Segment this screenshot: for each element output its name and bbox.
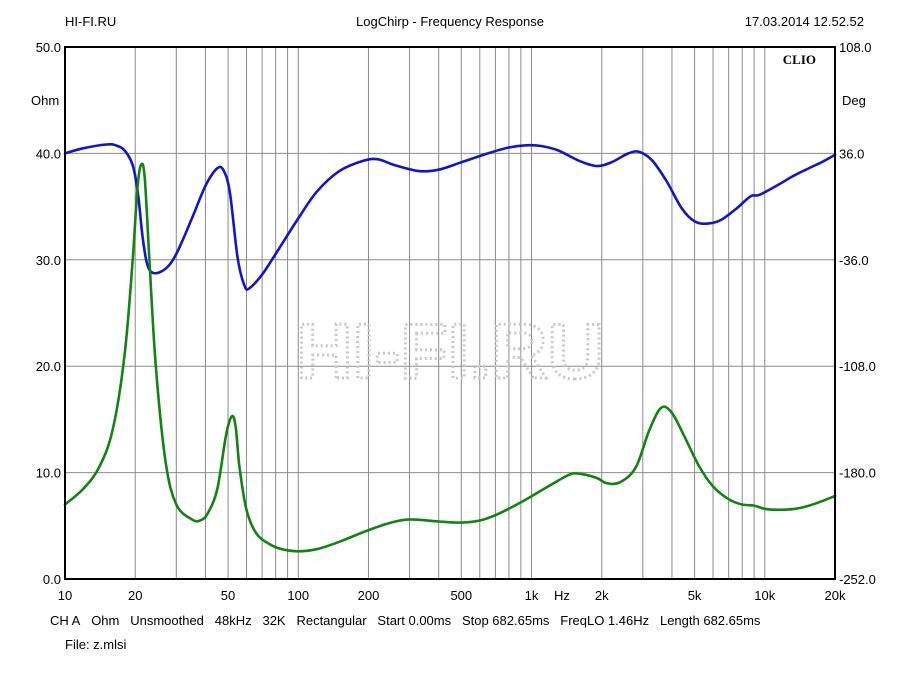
impedance-curve [63, 162, 837, 553]
x-tick-label: 20 [128, 588, 142, 603]
x-tick-label: 10k [754, 588, 775, 603]
x-tick-label: 200 [358, 588, 380, 603]
stop-label: Stop 682.65ms [461, 613, 550, 628]
y2-tick-label: 36.0 [839, 146, 864, 161]
x-tick-label: 2k [595, 588, 609, 603]
size-label: 32K [262, 613, 286, 628]
brand-label: CLIO [783, 52, 816, 67]
x-tick-label: 20k [825, 588, 846, 603]
start-label: Start 0.00ms [377, 613, 452, 628]
y-axis-right-ticks: -252.0 -180.0 -108.0 -36.0 36.0 108.0 [839, 40, 876, 587]
x-axis-label: Hz [554, 588, 570, 603]
datetime-label: 17.03.2014 12.52.52 [744, 14, 864, 29]
chart-title: LogChirp - Frequency Response [356, 14, 544, 29]
file-label: File: z.mlsi [65, 637, 127, 652]
y-tick-label: 0.0 [43, 572, 61, 587]
y2-tick-label: -180.0 [839, 466, 876, 481]
site-label: HI-FI.RU [65, 14, 117, 29]
y-tick-label: 30.0 [36, 253, 61, 268]
y-tick-label: 40.0 [36, 146, 61, 161]
x-axis-ticks: 10 20 50 100 200 500 1k 2k 5k 10k 20k [58, 588, 846, 603]
smoothing-label: Unsmoothed [130, 613, 204, 628]
y-axis-left-ticks: 0.0 10.0 20.0 30.0 40.0 50.0 [36, 40, 61, 587]
y2-tick-label: -108.0 [839, 359, 876, 374]
phase-curve [63, 142, 837, 291]
freqlo-label: FreqLO 1.46Hz [560, 613, 650, 628]
y-tick-label: 10.0 [36, 466, 61, 481]
x-tick-label: 5k [688, 588, 702, 603]
x-tick-label: 100 [287, 588, 309, 603]
series-layer [63, 142, 837, 553]
x-tick-label: 50 [221, 588, 235, 603]
plot-frame [64, 46, 836, 580]
plot-background [65, 47, 835, 579]
y-tick-label: 20.0 [36, 359, 61, 374]
y2-tick-label: 108.0 [839, 40, 872, 55]
y-axis-label: Ohm [31, 93, 59, 108]
y-tick-label: 50.0 [36, 40, 61, 55]
window-label: Rectangular [296, 613, 367, 628]
y2-tick-label: -252.0 [839, 572, 876, 587]
unit-label: Ohm [91, 613, 120, 628]
measurement-info: CH A Ohm Unsmoothed 48kHz 32K Rectangula… [50, 613, 760, 628]
y2-axis-label: Deg [842, 93, 866, 108]
y2-tick-label: -36.0 [839, 253, 869, 268]
length-label: Length 682.65ms [659, 613, 761, 628]
grid [65, 47, 835, 579]
x-tick-label: 500 [450, 588, 472, 603]
x-tick-label: 1k [525, 588, 539, 603]
channel-label: CH A [50, 613, 81, 628]
watermark-logo: HI-FI.RU [296, 307, 604, 395]
x-tick-label: 10 [58, 588, 72, 603]
rate-label: 48kHz [214, 613, 252, 628]
